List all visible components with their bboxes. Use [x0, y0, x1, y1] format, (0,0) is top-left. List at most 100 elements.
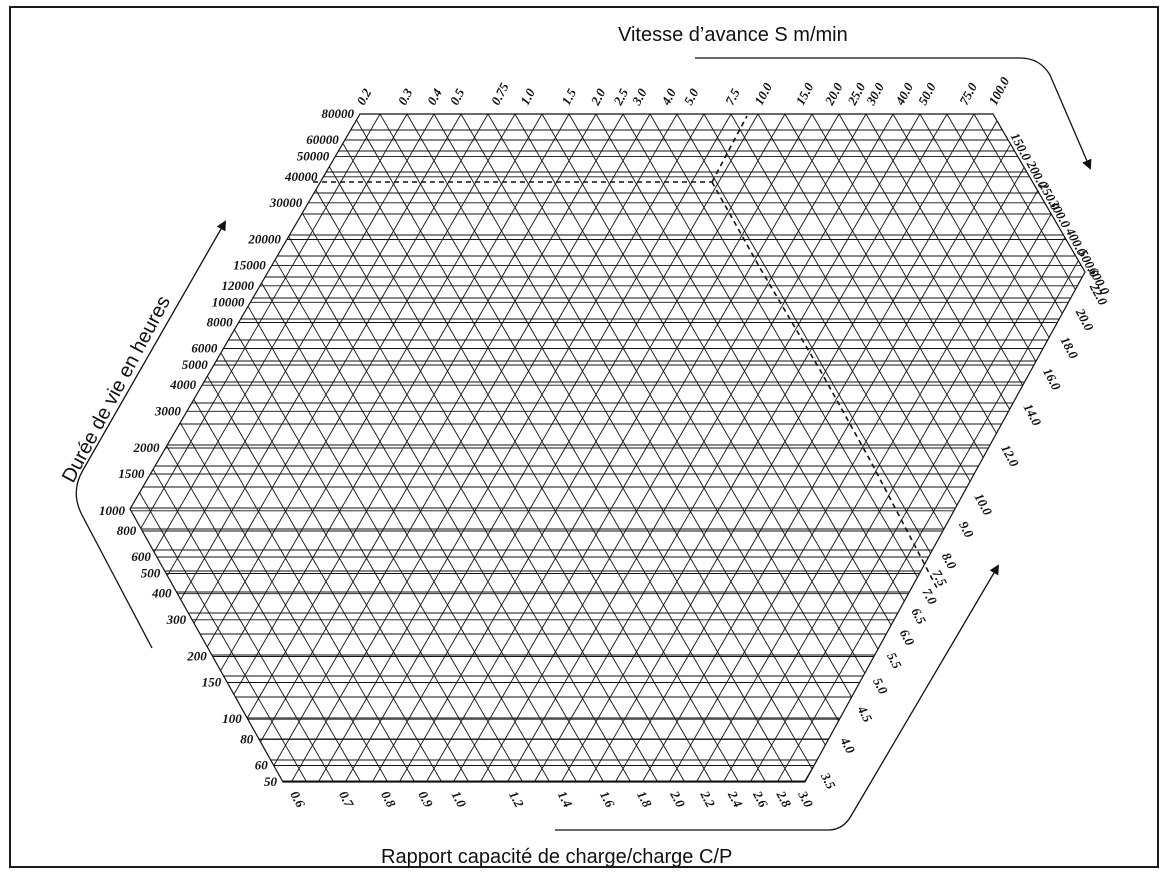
grid-line-diagonal-falling: [622, 113, 905, 602]
grid-line-diagonal-falling: [356, 119, 740, 783]
tick-label: 500: [141, 566, 161, 581]
tick-label: 8.0: [939, 550, 960, 572]
tick-label: 6.5: [908, 605, 929, 627]
grid-line-diagonal-falling: [288, 236, 605, 783]
tick-label: 2.8: [773, 787, 795, 810]
tick-label: 1.0: [517, 86, 538, 108]
tick-label: 0.9: [415, 788, 436, 810]
grid-line-diagonal-falling: [234, 329, 497, 783]
tick-label: 30.0: [863, 80, 888, 108]
tick-label: 5000: [182, 357, 209, 372]
grid-line-diagonal-falling: [676, 113, 931, 554]
tick-label: 50000: [297, 149, 330, 164]
tick-label: 50: [264, 774, 278, 789]
axis-title-load-ratio: Rapport capacité de charge/charge C/P: [381, 846, 732, 868]
grid-line-diagonal-rising: [749, 237, 1066, 783]
grid-line-diagonal-rising: [180, 113, 462, 600]
grid-line-diagonal-falling: [329, 166, 686, 783]
grid-line-diagonal-rising: [398, 113, 786, 783]
grid-line-diagonal-falling: [514, 113, 852, 698]
grid-line-diagonal-falling: [811, 113, 997, 434]
tick-label: 2.0: [667, 787, 689, 810]
tick-label: 0.75: [488, 80, 512, 108]
grid-line-diagonal-rising: [506, 113, 894, 783]
tick-labels: 80000 60000 50000 40000 30000 20000 15000 12000…: [99, 74, 1113, 810]
tick-label: 3.0: [628, 86, 650, 109]
grid-line-diagonal-rising: [695, 190, 1039, 783]
tick-label: 9.0: [956, 519, 977, 541]
tick-label: 75.0: [956, 80, 980, 108]
grid-line-diagonal-falling: [757, 113, 971, 482]
tick-label: 3.5: [817, 769, 839, 792]
tick-label: 1000: [99, 503, 126, 518]
tick-label: 300: [166, 612, 187, 627]
tick-label: 0.5: [447, 86, 468, 108]
tick-label: 7.5: [722, 86, 743, 108]
tick-label: 0.2: [353, 86, 374, 108]
tick-label: 100.0: [985, 74, 1012, 107]
tick-label: 60: [255, 758, 269, 773]
grid-line-diagonal-rising: [344, 113, 732, 783]
grid-line-diagonal-falling: [730, 113, 958, 506]
tick-label: 10.0: [751, 80, 775, 108]
tick-label: 100: [222, 711, 242, 726]
tick-label: 40000: [284, 169, 318, 184]
grid-line-diagonal-falling: [139, 492, 308, 783]
tick-label: 2.6: [750, 787, 772, 810]
tick-label: 2000: [133, 440, 161, 455]
tick-label: 8000: [207, 315, 234, 330]
tick-label: 10.0: [971, 491, 995, 519]
grid-line-diagonal-falling: [207, 375, 443, 783]
grid-line-diagonal-falling: [152, 469, 335, 783]
grid-line-diagonal-rising: [140, 113, 381, 529]
tick-label: 25.0: [844, 80, 869, 108]
example-dashed-line: [313, 115, 939, 591]
tick-label: 12.0: [998, 442, 1022, 470]
tick-label: 0.4: [424, 86, 445, 108]
grid-line-diagonal-falling: [784, 113, 984, 458]
grid-line-diagonal-falling: [261, 282, 551, 783]
grid-line-diagonal-falling: [865, 113, 1024, 386]
tick-label: 30000: [269, 195, 303, 210]
axis-title-feed-speed: Vitesse d’avance S m/min: [618, 24, 848, 46]
tick-label: 14.0: [1021, 401, 1045, 429]
tick-label: 40.0: [892, 80, 917, 108]
grid-line-diagonal-rising: [452, 113, 840, 783]
grid-line-diagonal-falling: [919, 113, 1050, 338]
grid-line-diagonal-falling: [460, 113, 826, 746]
tick-label: 5.5: [884, 650, 905, 672]
grid-line-diagonal-falling: [315, 189, 659, 783]
grid-line-diagonal-rising: [193, 113, 489, 624]
tick-label: 0.7: [336, 788, 357, 810]
tick-label: 150: [202, 675, 222, 690]
tick-label: 20.0: [1072, 305, 1097, 333]
tick-label: 2.0: [587, 86, 609, 109]
tick-label: 400: [151, 586, 172, 601]
grid-line-diagonal-rising: [479, 113, 867, 783]
grid-line-diagonal-rising: [206, 113, 516, 648]
tick-label: 0.8: [378, 788, 399, 810]
tick-label: 1.2: [506, 788, 527, 810]
grid-line-diagonal-falling: [973, 113, 1076, 290]
grid-line-diagonal-falling: [179, 422, 389, 783]
tick-label: 50.0: [915, 80, 939, 108]
tick-label: 12000: [222, 278, 255, 293]
grid-line-diagonal-rising: [273, 113, 651, 766]
tick-label: 4.0: [837, 734, 859, 757]
grid-line-diagonal-rising: [560, 113, 948, 783]
tick-label: 15000: [233, 258, 266, 273]
grid-line-diagonal-falling: [568, 113, 879, 650]
tick-label: 16.0: [1040, 365, 1064, 393]
tick-label: 3.0: [795, 787, 817, 810]
grid-line-diagonal-rising: [167, 113, 435, 576]
tick-label: 80000: [322, 106, 355, 121]
tick-label: 4000: [169, 377, 197, 392]
grid-line-diagonal-rising: [233, 113, 570, 695]
grid-line-diagonal-rising: [776, 260, 1079, 783]
grid-line-diagonal-falling: [379, 113, 767, 783]
tick-label: 6000: [191, 341, 218, 356]
tick-label: 0.6: [287, 788, 308, 810]
grid-line-diagonal-rising: [641, 143, 1011, 783]
grid-line-diagonal-rising: [668, 167, 1025, 783]
